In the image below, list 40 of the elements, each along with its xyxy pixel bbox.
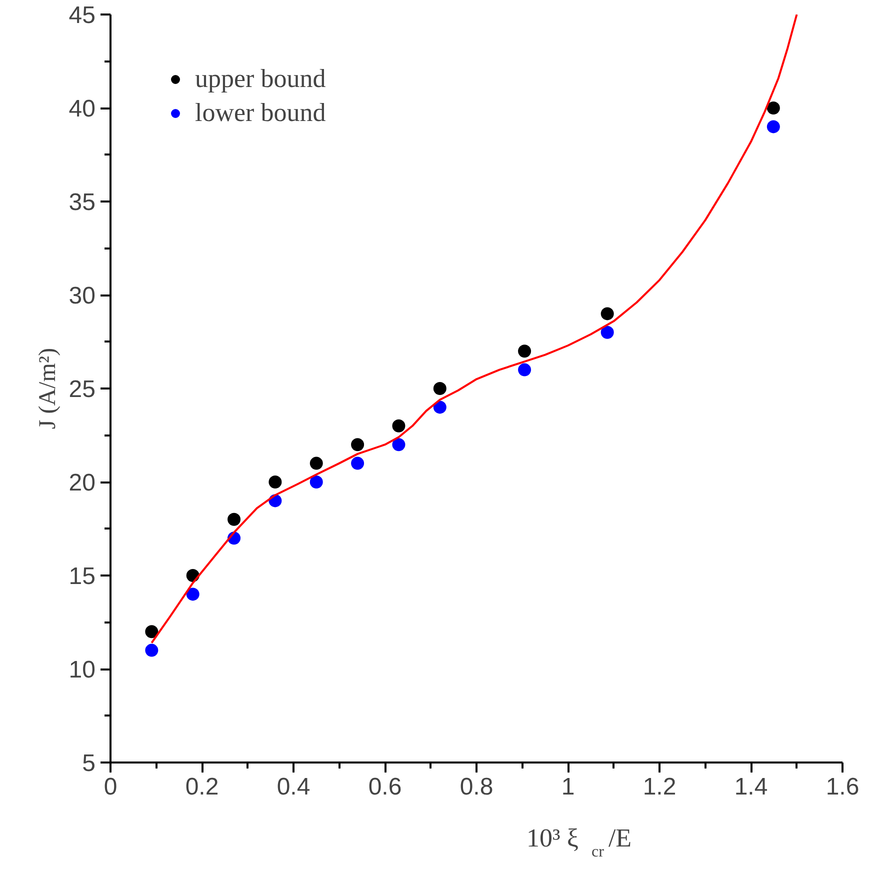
y-tick-label: 20 [68, 470, 96, 496]
y-tick-label: 30 [68, 282, 96, 310]
x-tick-label: 0.2 [185, 774, 219, 800]
y-tick-label: 40 [68, 96, 96, 122]
point [600, 326, 614, 339]
point [433, 382, 446, 395]
point [392, 419, 406, 432]
point [145, 644, 158, 657]
point [310, 456, 323, 470]
point [433, 400, 446, 414]
legend-label: lower bound [195, 98, 326, 128]
y-axis-title: J (A/m²) [34, 348, 61, 430]
x-tick-label: 1.4 [734, 774, 768, 800]
x-tick-label: 0 [104, 774, 118, 800]
point [186, 588, 200, 601]
point [766, 120, 780, 134]
y-tick-label: 10 [68, 656, 96, 684]
y-tick-label: 5 [82, 750, 96, 777]
x-tick-label: 0.6 [368, 774, 402, 800]
point [600, 307, 614, 320]
point [518, 363, 532, 376]
point [145, 625, 158, 638]
x-tick-label: 0.8 [460, 774, 494, 800]
point [310, 476, 323, 488]
point [228, 512, 241, 526]
x-tick-label: 1.2 [642, 774, 676, 800]
x-tick-label: 1.6 [826, 774, 860, 800]
point [351, 438, 364, 452]
point [351, 456, 364, 470]
y-tick-label: 25 [68, 376, 96, 403]
point [518, 344, 532, 358]
point [766, 102, 780, 114]
y-tick-label: 15 [68, 563, 96, 590]
legend-label: upper bound [195, 64, 326, 94]
x-tick-label: 1 [561, 774, 575, 800]
point [392, 438, 406, 452]
y-tick-label: 45 [68, 2, 96, 29]
point [268, 476, 282, 488]
x-tick-label: 0.4 [276, 774, 310, 800]
y-tick-label: 35 [68, 189, 96, 216]
